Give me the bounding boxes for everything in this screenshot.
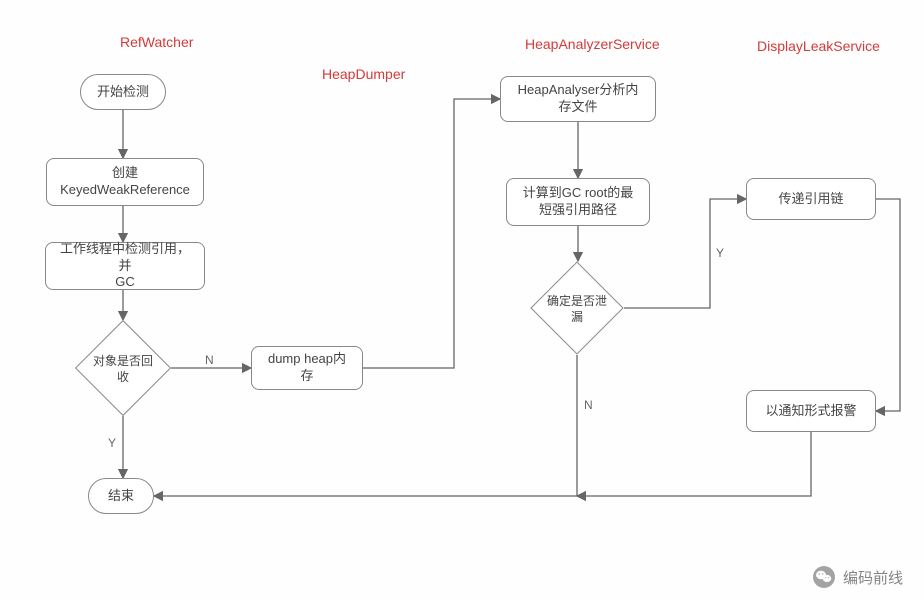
node-end-label: 结束 <box>108 488 134 505</box>
node-heap-analyse: HeapAnalyser分析内存文件 <box>500 76 656 122</box>
column-header-refwatcher: RefWatcher <box>120 34 193 50</box>
column-header-displayleak: DisplayLeakService <box>757 38 880 54</box>
node-notify-label: 以通知形式报警 <box>765 403 856 420</box>
node-shortest-path: 计算到GC root的最短强引用路径 <box>506 178 650 226</box>
node-end: 结束 <box>88 478 154 514</box>
node-keyedweakref-label: 创建KeyedWeakReference <box>60 165 190 199</box>
node-collected-decision <box>75 320 171 416</box>
node-start: 开始检测 <box>80 74 166 110</box>
node-leak-decision <box>530 261 623 354</box>
column-header-heapdumper: HeapDumper <box>322 66 405 82</box>
node-start-label: 开始检测 <box>97 84 149 101</box>
node-keyedweakref: 创建KeyedWeakReference <box>46 158 204 206</box>
node-notify: 以通知形式报警 <box>746 390 876 432</box>
node-gc: 工作线程中检测引用，并GC <box>45 242 205 290</box>
edge-label-leak-n: N <box>584 398 593 412</box>
wechat-icon <box>813 566 835 588</box>
node-dump-heap-label: dump heap内存 <box>268 351 346 385</box>
node-ref-chain-label: 传递引用链 <box>778 191 843 208</box>
column-header-heapanalyzer: HeapAnalyzerService <box>525 36 660 52</box>
node-dump-heap: dump heap内存 <box>251 346 363 390</box>
edge-label-collected-y: Y <box>108 436 116 450</box>
node-gc-label: 工作线程中检测引用，并GC <box>56 241 194 292</box>
node-ref-chain: 传递引用链 <box>746 178 876 220</box>
edge-label-leak-y: Y <box>716 246 724 260</box>
node-heap-analyse-label: HeapAnalyser分析内存文件 <box>518 82 639 116</box>
watermark-text: 编码前线 <box>843 567 903 588</box>
edge-label-collected-n: N <box>205 353 214 367</box>
watermark: 编码前线 <box>813 566 903 588</box>
node-shortest-path-label: 计算到GC root的最短强引用路径 <box>523 185 634 219</box>
